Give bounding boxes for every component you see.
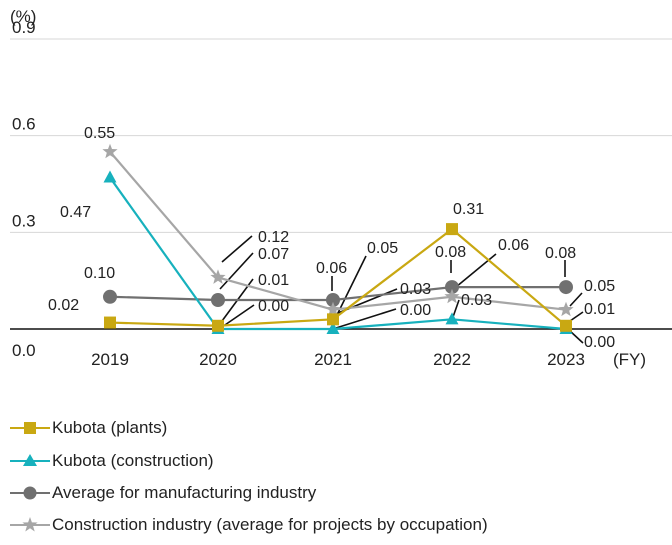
data-label: 0.01 <box>258 272 289 289</box>
leader-line <box>221 304 255 328</box>
data-point-square <box>212 319 224 332</box>
data-label: 0.10 <box>84 265 115 282</box>
legend-label: Kubota (construction) <box>52 451 214 470</box>
square-marker-icon <box>10 422 50 434</box>
x-tick-label: 2020 <box>199 350 237 369</box>
data-label: 0.08 <box>435 244 466 261</box>
data-point-star <box>444 288 460 304</box>
y-tick-label: 0.9 <box>12 18 36 37</box>
data-point-star <box>558 301 574 317</box>
data-label: 0.01 <box>584 301 615 318</box>
data-point-circle <box>211 293 225 307</box>
data-point-star <box>102 143 118 159</box>
data-label: 0.06 <box>316 260 347 277</box>
y-tick-label: 0.0 <box>12 341 36 360</box>
data-label: 0.06 <box>498 237 529 254</box>
y-tick-label: 0.3 <box>12 211 36 230</box>
data-label: 0.12 <box>258 229 289 246</box>
legend-item-construction-industry: Construction industry (average for proje… <box>10 510 488 540</box>
data-point-circle <box>559 280 573 295</box>
data-point-square <box>446 223 458 236</box>
data-label: 0.00 <box>258 298 289 315</box>
leader-line <box>219 252 254 290</box>
leader-line <box>221 235 253 263</box>
x-tick-label: 2023 <box>547 350 585 369</box>
x-unit-label: (FY) <box>613 350 646 369</box>
data-point-square <box>560 319 572 332</box>
data-label: 0.03 <box>461 292 492 309</box>
data-label: 0.02 <box>48 297 79 314</box>
x-tick-label: 2021 <box>314 350 352 369</box>
data-label: 0.55 <box>84 125 115 142</box>
leader-line <box>335 308 397 329</box>
leader-line <box>569 311 584 322</box>
data-label: 0.00 <box>400 302 431 319</box>
triangle-marker-icon <box>10 454 50 466</box>
legend-label: Construction industry (average for proje… <box>52 515 488 534</box>
data-label: 0.05 <box>367 240 398 257</box>
legend-item-kubota-construction: Kubota (construction) <box>10 446 214 476</box>
data-point-circle <box>445 280 459 295</box>
leader-line <box>569 292 583 307</box>
data-label: 0.47 <box>60 204 91 221</box>
data-label: 0.00 <box>584 334 615 351</box>
data-point-square <box>327 313 339 326</box>
data-label: 0.31 <box>453 201 484 218</box>
star-marker-icon <box>10 517 50 532</box>
data-label: 0.05 <box>584 278 615 295</box>
data-point-triangle <box>445 312 459 325</box>
y-unit-label: (%) <box>10 7 36 26</box>
data-point-star <box>210 269 226 284</box>
data-point-circle <box>103 289 117 304</box>
data-point-star <box>325 301 341 317</box>
data-point-circle <box>326 293 340 307</box>
series-construction-industry <box>102 143 574 317</box>
series-kubota-plants <box>104 223 572 332</box>
x-tick-label: 2022 <box>433 350 471 369</box>
line-chart: 0.9 0.6 0.3 0.0 2019 2020 2021 2022 2023 0.02 0.… <box>10 7 672 369</box>
legend-label: Average for manufacturing industry <box>52 483 317 502</box>
legend-label: Kubota (plants) <box>52 418 168 437</box>
data-point-triangle <box>103 170 117 183</box>
leader-line <box>335 255 367 318</box>
y-tick-label: 0.6 <box>12 115 36 134</box>
data-point-square <box>104 316 116 329</box>
series-manufacturing-average <box>103 280 573 307</box>
data-label: 0.07 <box>258 246 289 263</box>
circle-marker-icon <box>10 486 50 500</box>
data-label: 0.03 <box>400 281 431 298</box>
series-line <box>109 151 567 311</box>
leader-line <box>569 330 584 344</box>
legend-item-manufacturing-average: Average for manufacturing industry <box>10 478 316 508</box>
leader-line <box>452 299 460 318</box>
data-point-triangle <box>326 322 340 334</box>
legend-item-kubota-plants: Kubota (plants) <box>10 413 167 443</box>
data-label: 0.08 <box>545 245 576 262</box>
x-tick-label: 2019 <box>91 350 129 369</box>
